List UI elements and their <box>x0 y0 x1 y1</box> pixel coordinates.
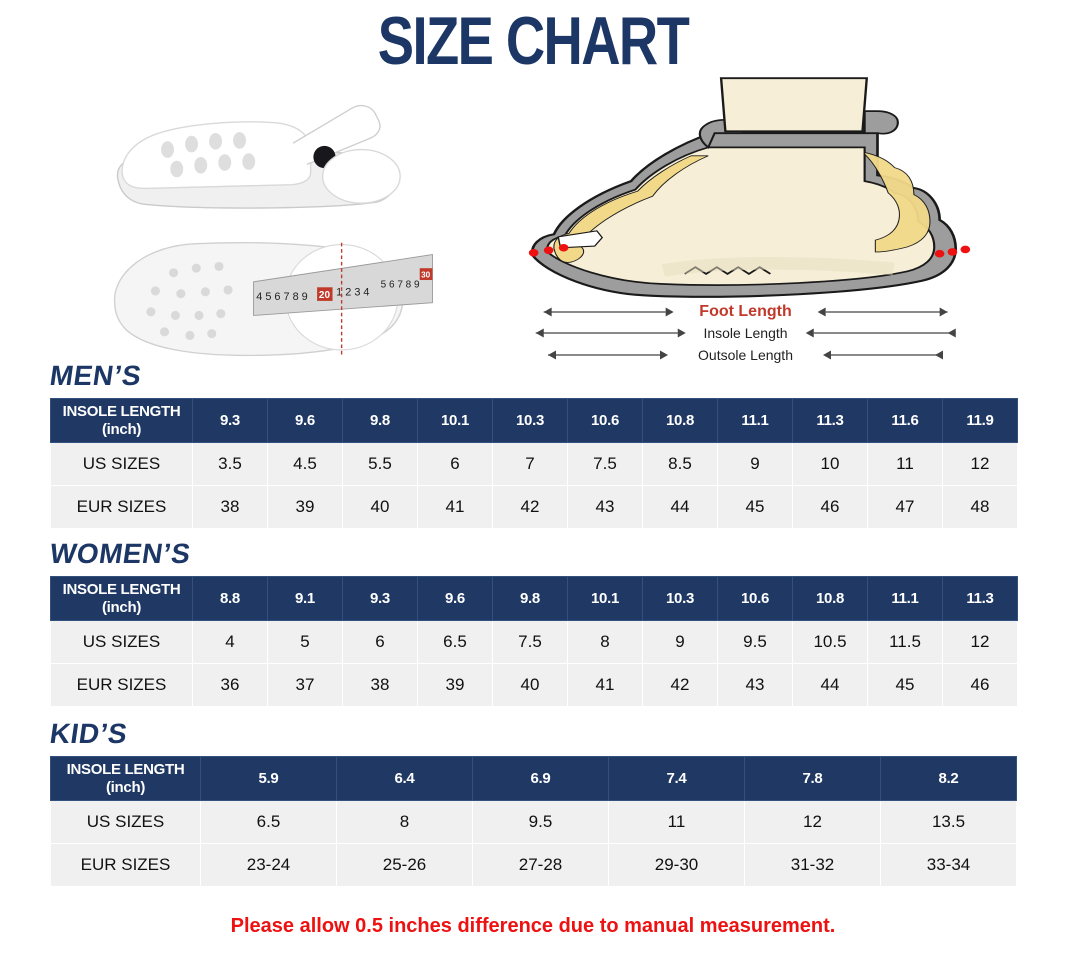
svg-text:20: 20 <box>319 290 331 301</box>
svg-text:5 6 7 8 9: 5 6 7 8 9 <box>381 279 420 290</box>
svg-text:30: 30 <box>421 271 431 280</box>
svg-text:4 5 6 7 8 9: 4 5 6 7 8 9 <box>256 291 307 303</box>
